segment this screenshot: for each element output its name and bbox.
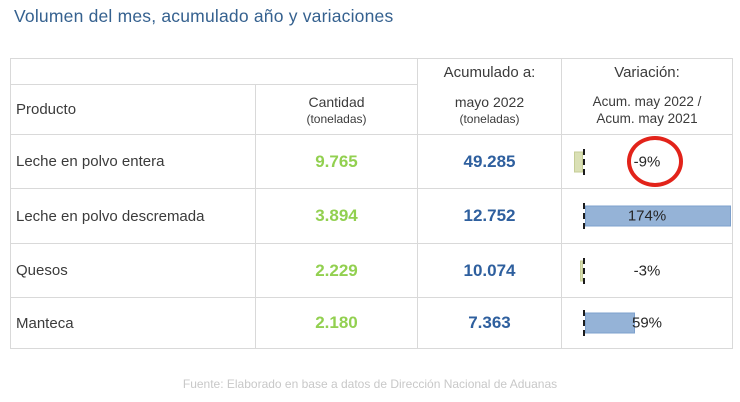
header-cantidad-line1: Cantidad — [308, 93, 365, 110]
source-note: Fuente: Elaborado en base a datos de Dir… — [182, 377, 558, 391]
header-variacion-line1: Acum. may 2022 / — [592, 93, 702, 109]
cantidad-value: 3.894 — [256, 189, 418, 244]
acumulado-value: 7.363 — [418, 298, 562, 348]
header-cantidad: Cantidad (toneladas) — [256, 85, 418, 135]
variacion-cell: 174% — [562, 189, 732, 244]
databar-axis — [583, 310, 585, 336]
variacion-cell: -3% — [562, 244, 732, 298]
databar-axis — [583, 148, 585, 175]
databar-axis — [583, 203, 585, 229]
product-name: Leche en polvo descremada — [11, 189, 256, 244]
product-name: Manteca — [11, 298, 256, 348]
header-acumulado-line2: (toneladas) — [459, 111, 520, 126]
databar — [580, 260, 583, 281]
acumulado-value: 49.285 — [418, 135, 562, 189]
cantidad-value: 2.180 — [256, 298, 418, 348]
volume-table: Acumulado a: Variación: Producto Cantida… — [10, 58, 733, 349]
cantidad-value: 9.765 — [256, 135, 418, 189]
product-name: Quesos — [11, 244, 256, 298]
variacion-cell: -9% — [562, 135, 732, 189]
acumulado-value: 12.752 — [418, 189, 562, 244]
header-acumulado-title: Acumulado a: — [418, 59, 562, 85]
header-empty-cell — [11, 59, 418, 85]
variacion-label: 59% — [631, 314, 663, 332]
variacion-cell: 59% — [562, 298, 732, 348]
databar — [585, 205, 731, 227]
variacion-label: 174% — [627, 207, 667, 225]
header-cantidad-line2: (toneladas) — [306, 111, 367, 126]
header-variacion-line2: Acum. may 2021 — [596, 110, 698, 126]
product-name: Leche en polvo entera — [11, 135, 256, 189]
header-acumulado-line1: mayo 2022 — [454, 93, 525, 110]
databar-axis — [583, 257, 585, 284]
acumulado-value: 10.074 — [418, 244, 562, 298]
variacion-label: -3% — [633, 262, 661, 279]
databar — [585, 312, 635, 334]
cantidad-value: 2.229 — [256, 244, 418, 298]
header-producto: Producto — [11, 85, 256, 135]
highlight-circle — [627, 136, 683, 187]
header-variacion-title: Variación: — [614, 63, 680, 81]
page-title: Volumen del mes, acumulado año y variaci… — [14, 6, 394, 26]
header-variacion-sub: Acum. may 2022 / Acum. may 2021 — [562, 85, 732, 135]
databar — [574, 151, 583, 172]
header-acumulado-sub: mayo 2022 (toneladas) — [418, 85, 562, 135]
